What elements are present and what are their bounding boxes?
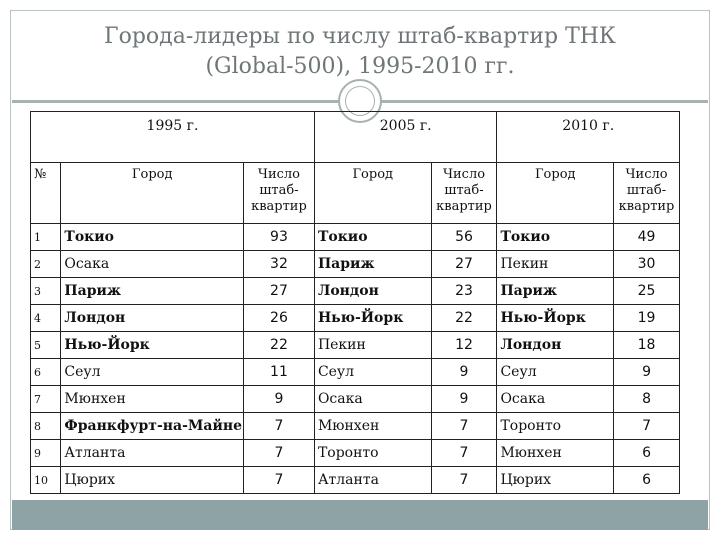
column-header-row: № Город Число штаб-квартир Город Число ш… (29, 162, 680, 224)
count-1995-header: Число штаб-квартир (242, 162, 315, 224)
count-1995-cell: 26 (242, 304, 315, 332)
rank-cell: 2 (29, 250, 62, 278)
count-1995-cell: 7 (242, 412, 315, 440)
table-row: 6 Сеул 11 Сеул 9 Сеул 9 (29, 358, 680, 386)
city-2010-cell: Лондон (496, 331, 615, 359)
city-2010-cell: Париж (496, 277, 615, 305)
year-1995-header: 1995 г. (30, 111, 315, 163)
rank-cell: 4 (29, 304, 62, 332)
table-row: 5 Нью-Йорк 22 Пекин 12 Лондон 18 (29, 331, 680, 359)
city-2005-cell: Осака (313, 385, 432, 413)
city-1995-cell: Нью-Йорк (60, 331, 244, 359)
table-row: 2 Осака 32 Париж 27 Пекин 30 (29, 250, 680, 278)
leaders-table: 1995 г. 2005 г. 2010 г. № Город Число шт… (29, 111, 680, 494)
slide-title: Города-лидеры по числу штаб-квартир ТНК … (12, 22, 708, 82)
city-2010-cell: Торонто (496, 412, 615, 440)
city-2005-cell: Атланта (313, 466, 432, 494)
table-row: 9 Атланта 7 Торонто 7 Мюнхен 6 (29, 439, 680, 467)
city-2005-cell: Токио (313, 223, 432, 251)
city-2005-cell: Нью-Йорк (313, 304, 432, 332)
count-2010-cell: 30 (613, 250, 680, 278)
city-2010-cell: Цюрих (496, 466, 615, 494)
city-1995-cell: Лондон (60, 304, 244, 332)
rank-cell: 9 (29, 439, 62, 467)
city-1995-cell: Токио (60, 223, 244, 251)
count-2005-header: Число штаб-квартир (430, 162, 498, 224)
count-2010-cell: 6 (613, 439, 680, 467)
rank-cell: 6 (29, 358, 62, 386)
year-header-row: 1995 г. 2005 г. 2010 г. (30, 111, 680, 163)
title-line-2: (Global-500), 1995-2010 гг. (205, 54, 515, 79)
count-2005-cell: 23 (430, 277, 498, 305)
table-row: 8 Франкфурт-на-Майне 7 Мюнхен 7 Торонто 7 (29, 412, 680, 440)
count-2005-cell: 9 (430, 358, 498, 386)
bottom-accent-bar (12, 500, 708, 530)
city-2005-cell: Париж (313, 250, 432, 278)
city-1995-cell: Мюнхен (60, 385, 244, 413)
count-2010-cell: 25 (613, 277, 680, 305)
city-1995-cell: Цюрих (60, 466, 244, 494)
city-2005-cell: Торонто (313, 439, 432, 467)
year-2005-header: 2005 г. (313, 111, 498, 163)
city-2005-header: Город (313, 162, 432, 224)
count-2005-cell: 7 (430, 412, 498, 440)
number-column-header: № (29, 162, 62, 224)
count-2005-cell: 7 (430, 439, 498, 467)
count-2010-cell: 7 (613, 412, 680, 440)
count-1995-cell: 9 (242, 385, 315, 413)
count-2005-cell: 56 (430, 223, 498, 251)
city-1995-header: Город (60, 162, 244, 224)
count-1995-cell: 93 (242, 223, 315, 251)
city-2010-cell: Нью-Йорк (496, 304, 615, 332)
city-1995-cell: Сеул (60, 358, 244, 386)
rank-cell: 10 (29, 466, 62, 494)
count-1995-cell: 27 (242, 277, 315, 305)
count-1995-cell: 22 (242, 331, 315, 359)
count-2010-cell: 6 (613, 466, 680, 494)
count-1995-cell: 7 (242, 439, 315, 467)
count-2010-cell: 8 (613, 385, 680, 413)
rank-cell: 1 (29, 223, 62, 251)
rank-cell: 8 (29, 412, 62, 440)
city-2005-cell: Пекин (313, 331, 432, 359)
table-row: 7 Мюнхен 9 Осака 9 Осака 8 (29, 385, 680, 413)
city-2005-cell: Сеул (313, 358, 432, 386)
rank-cell: 7 (29, 385, 62, 413)
count-2010-header: Число штаб-квартир (613, 162, 680, 224)
city-1995-cell: Париж (60, 277, 244, 305)
table-row: 3 Париж 27 Лондон 23 Париж 25 (29, 277, 680, 305)
city-2005-cell: Мюнхен (313, 412, 432, 440)
rank-cell: 3 (29, 277, 62, 305)
count-2010-cell: 9 (613, 358, 680, 386)
title-line-1: Города-лидеры по числу штаб-квартир ТНК (104, 24, 616, 49)
city-2010-cell: Пекин (496, 250, 615, 278)
city-2005-cell: Лондон (313, 277, 432, 305)
city-2010-cell: Осака (496, 385, 615, 413)
rank-cell: 5 (29, 331, 62, 359)
city-1995-cell: Франкфурт-на-Майне (60, 412, 244, 440)
count-2005-cell: 22 (430, 304, 498, 332)
year-2010-header: 2010 г. (496, 111, 680, 163)
city-2010-cell: Мюнхен (496, 439, 615, 467)
count-1995-cell: 11 (242, 358, 315, 386)
count-1995-cell: 7 (242, 466, 315, 494)
city-1995-cell: Атланта (60, 439, 244, 467)
count-2005-cell: 7 (430, 466, 498, 494)
city-1995-cell: Осака (60, 250, 244, 278)
city-2010-cell: Токио (496, 223, 615, 251)
count-2005-cell: 9 (430, 385, 498, 413)
city-2010-cell: Сеул (496, 358, 615, 386)
count-2010-cell: 49 (613, 223, 680, 251)
table-body: 1 Токио 93 Токио 56 Токио 49 2 Осака 32 Париж 27 Пек… (29, 223, 680, 494)
count-2005-cell: 12 (430, 331, 498, 359)
table-row: 10 Цюрих 7 Атланта 7 Цюрих 6 (29, 466, 680, 494)
table-row: 4 Лондон 26 Нью-Йорк 22 Нью-Йорк 19 (29, 304, 680, 332)
count-2010-cell: 19 (613, 304, 680, 332)
city-2010-header: Город (496, 162, 615, 224)
count-2010-cell: 18 (613, 331, 680, 359)
table-row: 1 Токио 93 Токио 56 Токио 49 (29, 223, 680, 251)
count-2005-cell: 27 (430, 250, 498, 278)
count-1995-cell: 32 (242, 250, 315, 278)
